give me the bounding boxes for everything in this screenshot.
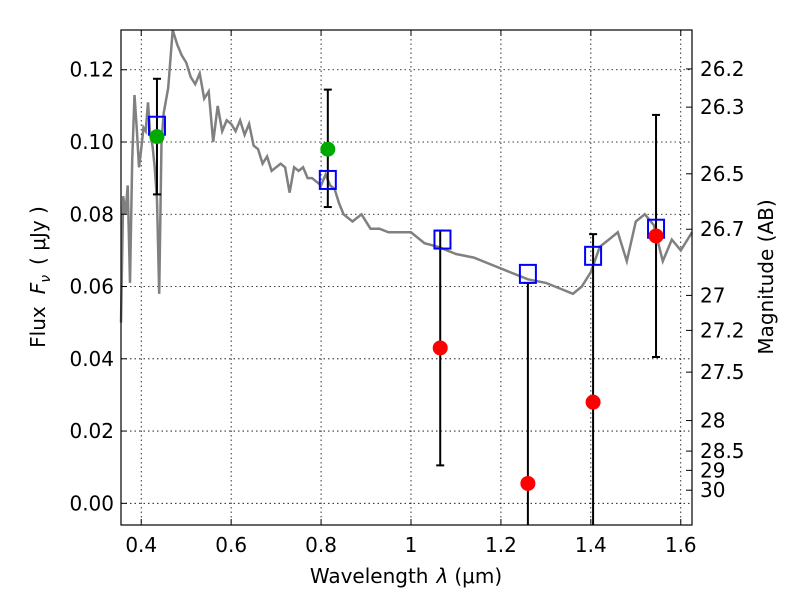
mag-tick-label: 27.5 xyxy=(700,360,745,384)
x-tick-label: 1.6 xyxy=(665,533,697,557)
mag-tick-label: 27 xyxy=(700,283,725,307)
model-box-marker xyxy=(518,263,537,284)
model-box-marker xyxy=(433,229,452,250)
photometry-point xyxy=(520,475,536,491)
y-axis-title: FluxFν( μJy ) xyxy=(26,206,54,348)
photometry-point xyxy=(648,228,664,244)
model-points xyxy=(147,115,666,284)
mag-tick-label: 26.3 xyxy=(700,95,745,119)
y-tick-label: 0.00 xyxy=(69,491,114,515)
x-tick-label: 0.4 xyxy=(125,533,157,557)
y-tick-label: 0.10 xyxy=(69,130,114,154)
x-tick-label: 1 xyxy=(405,533,418,557)
x-tick-label: 1.4 xyxy=(575,533,607,557)
mag-tick-label: 26.5 xyxy=(700,162,745,186)
photometry-point xyxy=(585,394,601,410)
sed-template-series xyxy=(119,29,694,323)
photometry-point xyxy=(149,129,165,145)
photometry-points xyxy=(149,129,664,491)
error-bars xyxy=(152,77,661,525)
photometry-point xyxy=(320,141,336,157)
model-box-marker xyxy=(318,169,337,190)
y-tick-label: 0.02 xyxy=(69,419,114,443)
mag-tick-label: 30 xyxy=(700,478,725,502)
mag-tick-label: 28 xyxy=(700,409,725,433)
plot-frame xyxy=(120,29,693,526)
mag-tick-label: 28.5 xyxy=(700,439,745,463)
x-tick-label: 0.8 xyxy=(305,533,337,557)
x-axis-title: Wavelength λ (μm) xyxy=(310,564,502,588)
y-tick-label: 0.04 xyxy=(69,347,114,371)
sed-template-line xyxy=(119,29,694,323)
mag-tick-label: 26.7 xyxy=(700,217,745,241)
y-tick-label: 0.06 xyxy=(69,275,114,299)
mag-tick-label: 26.2 xyxy=(700,57,745,81)
y-tick-label: 0.08 xyxy=(69,202,114,226)
model-box-marker xyxy=(584,245,603,266)
mag-tick-label: 27.2 xyxy=(700,318,745,342)
y-tick-label: 0.12 xyxy=(69,58,114,82)
y2-axis-title: Magnitude (AB) xyxy=(754,199,778,354)
photometry-point xyxy=(432,340,448,356)
mag-tick-label: 29 xyxy=(700,458,725,482)
grid-lines xyxy=(121,30,692,525)
axis-ticks: 0.4 0.6 0.8 1 1.2 1.4 1.6 0.00 0.02 0.04 0.06 0.08 0… xyxy=(69,30,745,557)
x-tick-label: 0.6 xyxy=(215,533,247,557)
x-tick-label: 1.2 xyxy=(485,533,517,557)
